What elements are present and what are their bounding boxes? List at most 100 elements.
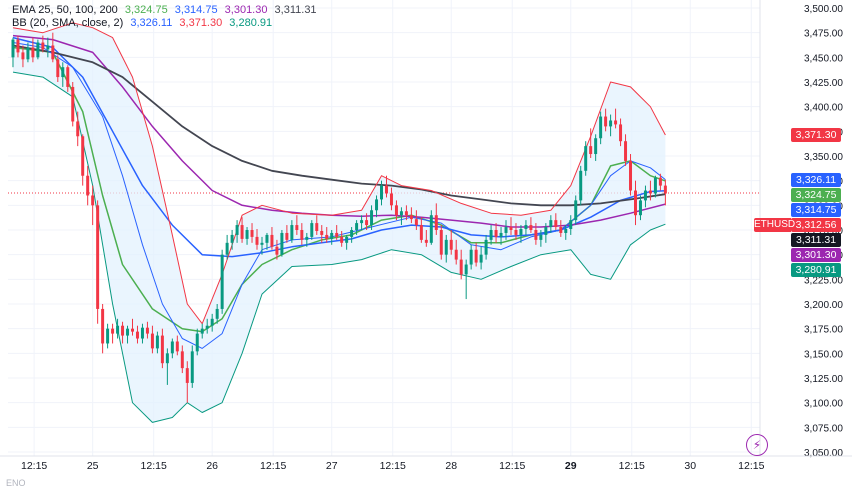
candle-body	[260, 242, 264, 245]
candle-body	[230, 234, 234, 243]
candle-body	[96, 205, 100, 309]
price-tag: 3,311.31	[791, 232, 841, 247]
ema100-value: 3,301.30	[224, 4, 268, 16]
candle	[609, 114, 613, 137]
lightning-icon[interactable]: ⚡	[746, 434, 768, 456]
candle	[101, 304, 105, 354]
candle	[648, 180, 652, 201]
price-tag: 3,301.30	[791, 247, 841, 262]
candle-body	[270, 234, 274, 247]
candle-body	[509, 227, 513, 230]
candle	[195, 328, 199, 356]
candle-body	[380, 185, 384, 200]
candle-body	[459, 259, 463, 275]
candle-body	[479, 254, 483, 263]
candle-body	[424, 239, 428, 243]
candle-body	[429, 215, 433, 243]
candle-body	[280, 232, 284, 255]
candle-body	[210, 318, 214, 326]
candle-body	[375, 199, 379, 211]
candle	[350, 227, 354, 243]
candle	[449, 230, 453, 255]
candle-body	[350, 230, 354, 237]
ema-legend[interactable]: EMA 25, 50, 100, 200 3,324.75 3,314.75 3…	[12, 4, 321, 16]
candle	[315, 215, 319, 235]
candle-body	[180, 351, 184, 369]
candle	[121, 321, 125, 344]
candle-body	[185, 368, 189, 383]
symbol-tag: ETHUSD	[754, 217, 796, 232]
candle-body	[554, 220, 558, 228]
candle-body	[494, 230, 498, 237]
candle-body	[419, 225, 423, 240]
candle	[658, 173, 662, 191]
candle-body	[643, 190, 647, 201]
candle	[394, 200, 398, 221]
candle	[31, 37, 35, 63]
candle-body	[26, 47, 30, 60]
candle-body	[245, 230, 249, 239]
y-tick-label: 3,225.00	[804, 275, 843, 286]
candle-body	[434, 215, 438, 230]
candle-body	[340, 236, 344, 243]
candle	[150, 325, 154, 354]
candle-body	[165, 353, 169, 364]
candle	[96, 200, 100, 324]
candle-body	[205, 325, 209, 329]
candle	[310, 220, 314, 240]
candle	[419, 217, 423, 243]
candle-body	[653, 177, 657, 194]
candle-body	[21, 52, 25, 60]
candle-body	[46, 45, 50, 50]
candle	[26, 42, 30, 63]
candle	[16, 35, 20, 58]
candle	[554, 213, 558, 230]
candle-body	[66, 67, 70, 87]
candle	[140, 323, 144, 344]
candle	[444, 234, 448, 263]
candle-body	[544, 227, 548, 235]
candle	[275, 239, 279, 260]
candle-body	[51, 45, 55, 60]
candle-body	[624, 141, 628, 161]
price-tag: 3,312.56	[791, 217, 841, 232]
candle	[305, 232, 309, 247]
candle-body	[220, 254, 224, 309]
x-tick-label: 26	[206, 460, 218, 472]
candle	[250, 223, 254, 243]
candle-body	[409, 215, 413, 220]
candle	[579, 165, 583, 206]
candle	[509, 217, 513, 235]
candle	[111, 323, 115, 344]
candle-body	[499, 232, 503, 237]
y-tick-label: 3,450.00	[804, 53, 843, 64]
candle	[46, 37, 50, 58]
series-bb-upper	[12, 22, 666, 325]
candle	[629, 154, 633, 196]
candle-body	[140, 327, 144, 339]
candle	[215, 304, 219, 324]
candle-body	[121, 325, 125, 336]
price-tag: 3,314.75	[791, 202, 841, 217]
candle	[474, 242, 478, 267]
candle-body	[589, 146, 593, 155]
bb-legend[interactable]: BB (20, SMA, close, 2) 3,326.11 3,371.30…	[12, 17, 276, 29]
candle	[375, 195, 379, 218]
candle	[270, 227, 274, 250]
candle	[384, 175, 388, 198]
ema50-value: 3,314.75	[174, 4, 218, 16]
x-tick-label: 29	[565, 460, 577, 472]
candle	[280, 230, 284, 257]
y-tick-label: 3,050.00	[804, 448, 843, 459]
candle	[594, 134, 598, 161]
candle	[131, 318, 134, 336]
candle-body	[449, 239, 453, 250]
candle-body	[71, 86, 75, 122]
candle-body	[91, 195, 95, 206]
x-tick-label: 12:15	[738, 460, 764, 472]
candle-body	[315, 223, 319, 231]
bb-lower-value: 3,280.91	[229, 17, 273, 29]
candle	[569, 215, 573, 235]
candle-body	[11, 39, 15, 58]
